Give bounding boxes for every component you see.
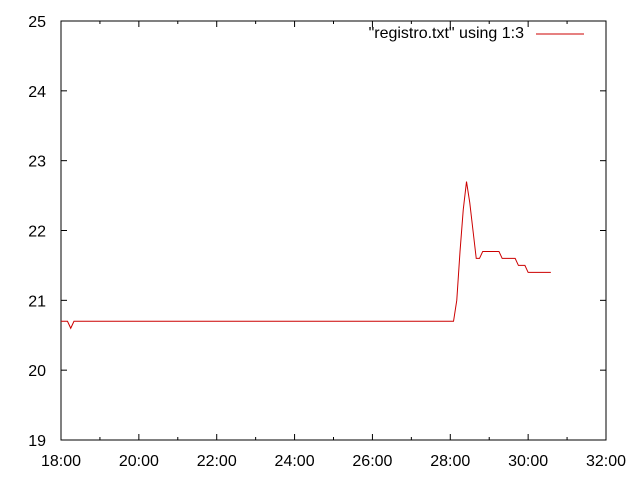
- plot-frame: [60, 20, 607, 441]
- series-group: [61, 181, 551, 330]
- x-tick-label: 18:00: [41, 453, 81, 470]
- y-tick-label: 22: [28, 224, 46, 241]
- y-tick-label: 23: [28, 154, 46, 171]
- x-tick-label: 32:00: [586, 453, 626, 470]
- x-tick-label: 22:00: [197, 453, 237, 470]
- tick-marks: [60, 20, 607, 441]
- y-tick-label: 25: [28, 14, 46, 31]
- series-line-0: [61, 181, 551, 330]
- y-tick-labels: 19 20 21 22 23 24 25: [28, 14, 46, 450]
- x-tick-label: 26:00: [352, 453, 392, 470]
- y-tick-label: 24: [28, 84, 46, 101]
- x-tick-label: 24:00: [275, 453, 315, 470]
- legend: "registro.txt" using 1:3: [369, 25, 584, 42]
- x-tick-label: 30:00: [508, 453, 548, 470]
- y-tick-label: 20: [28, 363, 46, 380]
- x-tick-labels: 18:00 20:00 22:00 24:00 26:00 28:00 30:00 32:00: [41, 453, 626, 470]
- y-tick-label: 19: [28, 433, 46, 450]
- x-tick-label: 20:00: [119, 453, 159, 470]
- legend-label: "registro.txt" using 1:3: [369, 25, 525, 42]
- y-tick-label: 21: [28, 293, 46, 310]
- x-tick-label: 28:00: [430, 453, 470, 470]
